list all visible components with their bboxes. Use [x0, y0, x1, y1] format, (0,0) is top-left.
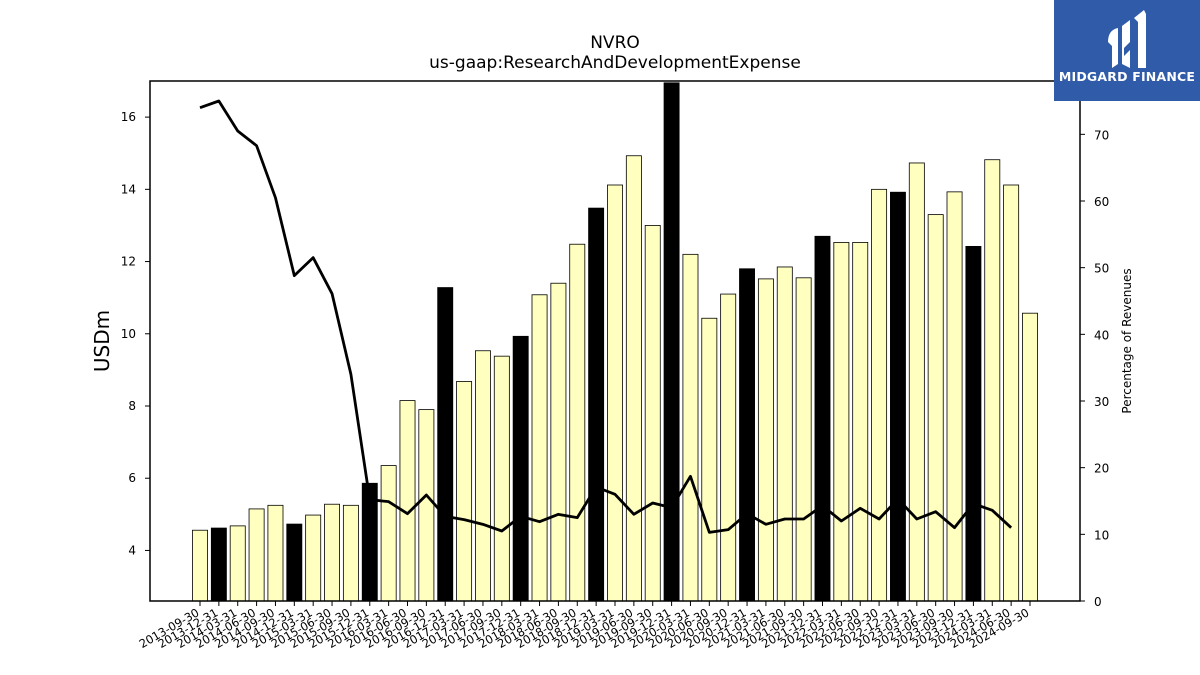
bar-2023-09-30 [946, 191, 963, 602]
bar-2013-12-31 [210, 527, 227, 602]
bar-2017-12-31 [512, 335, 529, 602]
line-group [199, 99, 1013, 534]
bar-2021-03-31 [757, 278, 774, 602]
bar-2018-09-30 [569, 243, 586, 602]
left-tick-label: 10 [121, 327, 136, 341]
bar-2021-06-30 [776, 266, 793, 602]
right-axis: 0 10 20 30 40 50 60 70 [1080, 128, 1109, 609]
bar-2017-06-30 [475, 350, 491, 602]
percentage-line [199, 99, 1013, 534]
bar-2022-12-31 [890, 191, 906, 602]
midgard-logo-icon [1108, 10, 1146, 68]
left-tick-label: 16 [121, 110, 136, 124]
right-tick-label: 0 [1094, 595, 1102, 609]
bar-2021-12-31 [814, 235, 831, 602]
left-tick-label: 12 [121, 255, 136, 269]
bar-2020-09-30 [720, 293, 737, 602]
bar-2018-03-31 [531, 294, 548, 602]
bar-2019-12-31 [663, 82, 680, 602]
bar-2019-06-30 [625, 155, 642, 602]
bar-2013-09-30 [192, 529, 208, 602]
bar-2016-06-30 [399, 400, 416, 602]
bars-group [192, 82, 1038, 602]
y-axis-label-right: Percentage of Revenues [1120, 268, 1134, 413]
bar-2015-03-31 [305, 514, 322, 602]
x-axis: 2013-09-302013-12-312014-03-312014-06-30… [137, 601, 1032, 651]
bar-2018-12-31 [588, 207, 605, 602]
bar-2024-06-30 [1003, 184, 1020, 602]
bar-2019-09-30 [644, 225, 661, 602]
logo-text: MIDGARD FINANCE [1058, 69, 1196, 84]
left-tick-label: 4 [128, 543, 136, 557]
right-tick-label: 10 [1094, 528, 1109, 542]
bar-2017-09-30 [493, 355, 510, 602]
bar-2022-09-30 [871, 188, 888, 602]
chart-title: NVRO [590, 33, 640, 53]
right-tick-label: 50 [1094, 262, 1109, 276]
bar-2014-12-31 [286, 523, 303, 602]
bar-2023-12-31 [965, 245, 982, 602]
bar-2020-06-30 [701, 317, 718, 602]
left-tick-label: 14 [121, 182, 136, 196]
bar-2021-09-30 [795, 277, 812, 602]
right-tick-label: 30 [1094, 395, 1109, 409]
bar-2016-12-31 [437, 287, 454, 602]
bar-2020-03-31 [682, 253, 699, 602]
bar-2020-12-31 [739, 268, 755, 602]
bar-2023-03-31 [908, 162, 925, 602]
bar-2016-03-31 [380, 465, 397, 602]
bar-2014-03-31 [229, 525, 246, 602]
right-tick-label: 70 [1094, 128, 1109, 142]
left-tick-label: 6 [128, 471, 136, 485]
bar-2018-06-30 [550, 282, 567, 602]
bar-2017-03-31 [456, 381, 473, 602]
midgard-logo: MIDGARD FINANCE [1054, 0, 1200, 101]
bar-2024-09-30 [1022, 312, 1038, 602]
y-axis-label-left: USDm [90, 310, 114, 372]
bar-2024-03-31 [984, 159, 1001, 602]
left-tick-label: 8 [128, 399, 136, 413]
right-tick-label: 20 [1094, 462, 1109, 476]
bar-2016-09-30 [418, 409, 435, 602]
bar-2023-06-30 [927, 214, 944, 602]
right-tick-label: 40 [1094, 328, 1109, 342]
right-tick-label: 60 [1094, 195, 1109, 209]
left-axis: 4 6 8 10 12 14 16 [121, 110, 150, 557]
bar-2014-09-30 [267, 504, 284, 602]
bar-2019-03-31 [607, 184, 623, 602]
bar-2022-03-31 [833, 242, 850, 602]
chart-subtitle: us-gaap:ResearchAndDevelopmentExpense [429, 53, 801, 73]
bar-2015-09-30 [342, 504, 359, 602]
bar-2014-06-30 [248, 508, 265, 602]
bar-2015-06-30 [324, 503, 340, 602]
bar-2022-06-30 [852, 242, 869, 602]
